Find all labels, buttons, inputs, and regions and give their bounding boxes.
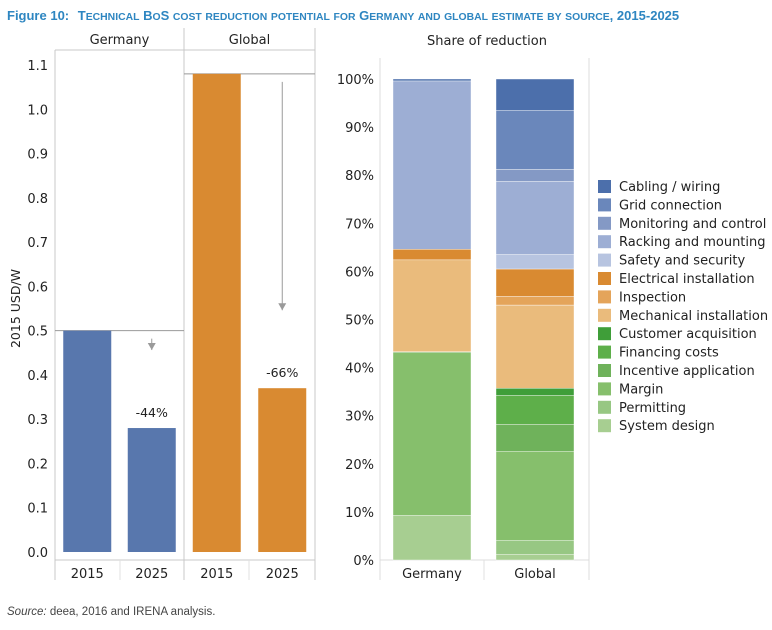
stack-segment bbox=[495, 540, 575, 555]
stack-segment bbox=[495, 268, 575, 297]
share-x-tick-label: Global bbox=[514, 567, 555, 582]
panel-header: Global bbox=[229, 33, 270, 48]
legend-swatch bbox=[598, 382, 611, 396]
stack-segment bbox=[392, 259, 472, 352]
y-tick-label: 0.4 bbox=[27, 369, 48, 384]
stack-segment bbox=[392, 352, 472, 516]
legend-swatch bbox=[598, 253, 611, 267]
legend-swatch bbox=[598, 419, 611, 433]
source-label: Source: bbox=[7, 606, 47, 618]
bar-global-2025 bbox=[258, 388, 307, 552]
share-y-tick-label: 10% bbox=[345, 506, 374, 521]
legend-label: Cabling / wiring bbox=[619, 180, 720, 195]
legend-swatch bbox=[598, 235, 611, 249]
reduction-arrow-head bbox=[278, 303, 287, 311]
share-y-tick-label: 40% bbox=[345, 362, 374, 377]
legend-swatch bbox=[598, 400, 611, 414]
y-tick-label: 0.8 bbox=[27, 192, 48, 207]
y-tick-label: 0.1 bbox=[27, 502, 48, 517]
legend-label: Customer acquisition bbox=[619, 327, 757, 342]
stack-segment bbox=[495, 424, 575, 452]
legend-label: Margin bbox=[619, 382, 663, 397]
bar-germany-2025 bbox=[127, 428, 176, 552]
stack-segment bbox=[495, 388, 575, 396]
legend-swatch bbox=[598, 198, 611, 212]
x-tick-label: 2015 bbox=[71, 567, 104, 582]
reduction-arrow-head bbox=[147, 343, 156, 351]
legend-swatch bbox=[598, 345, 611, 359]
bar-germany-2015 bbox=[63, 330, 112, 552]
legend-swatch bbox=[598, 272, 611, 285]
reduction-annotation: -44% bbox=[136, 405, 168, 420]
legend-swatch bbox=[598, 180, 611, 193]
share-y-tick-label: 70% bbox=[345, 217, 374, 232]
stack-segment bbox=[392, 249, 472, 261]
stack-segment bbox=[495, 451, 575, 541]
bar-global-2015 bbox=[192, 73, 241, 552]
legend-label: Financing costs bbox=[619, 346, 719, 361]
x-tick-label: 2015 bbox=[200, 567, 233, 582]
stack-segment bbox=[495, 78, 575, 111]
x-tick-label: 2025 bbox=[266, 567, 299, 582]
stack-segment bbox=[392, 80, 472, 250]
stack-segment bbox=[495, 169, 575, 182]
legend-label: Incentive application bbox=[619, 364, 755, 379]
legend-label: Monitoring and control bbox=[619, 217, 766, 232]
stack-segment bbox=[495, 395, 575, 425]
stack-segment bbox=[495, 254, 575, 270]
stack-segment bbox=[495, 554, 575, 561]
y-tick-label: 1.0 bbox=[27, 103, 48, 118]
legend-label: System design bbox=[619, 419, 715, 434]
stack-segment bbox=[495, 181, 575, 255]
y-tick-label: 0.9 bbox=[27, 148, 48, 163]
stack-segment bbox=[495, 110, 575, 170]
legend-swatch bbox=[598, 327, 611, 341]
stack-segment bbox=[392, 515, 472, 561]
share-y-tick-label: 0% bbox=[353, 554, 374, 569]
source-text: deea, 2016 and IRENA analysis. bbox=[47, 606, 216, 618]
legend-label: Safety and security bbox=[619, 254, 746, 269]
share-y-tick-label: 20% bbox=[345, 458, 374, 473]
stack-segment bbox=[392, 78, 472, 82]
legend-label: Electrical installation bbox=[619, 272, 755, 287]
source-note: Source: deea, 2016 and IRENA analysis. bbox=[7, 606, 215, 618]
legend-label: Grid connection bbox=[619, 198, 722, 213]
reduction-annotation: -66% bbox=[266, 365, 298, 380]
legend-label: Inspection bbox=[619, 290, 686, 305]
legend-swatch bbox=[598, 364, 611, 377]
y-tick-label: 0.2 bbox=[27, 457, 48, 472]
legend-label: Racking and mounting bbox=[619, 235, 766, 250]
legend-label: Permitting bbox=[619, 401, 686, 416]
share-y-tick-label: 50% bbox=[345, 314, 374, 329]
share-x-tick-label: Germany bbox=[402, 567, 462, 582]
legend-swatch bbox=[598, 308, 611, 322]
share-y-tick-label: 30% bbox=[345, 410, 374, 425]
y-tick-label: 0.5 bbox=[27, 325, 48, 340]
y-tick-label: 0.0 bbox=[27, 546, 48, 561]
stack-segment bbox=[495, 304, 575, 389]
figure-title: Figure 10: TECHNICAL BOS COST REDUCTION … bbox=[7, 8, 679, 23]
share-y-tick-label: 100% bbox=[337, 73, 374, 88]
y-tick-label: 0.6 bbox=[27, 280, 48, 295]
panel-header: Germany bbox=[90, 33, 150, 48]
legend-swatch bbox=[598, 290, 611, 304]
legend-swatch bbox=[598, 216, 611, 230]
cost-chart: 0.0 0.1 0.2 0.3 0.4 0.5 0.6 0.7 0.8 0.9 1.0 1.1 2015… bbox=[8, 28, 316, 582]
share-y-tick-label: 60% bbox=[345, 265, 374, 280]
y-tick-label: 0.3 bbox=[27, 413, 48, 428]
y-axis-label: 2015 USD/W bbox=[8, 269, 23, 348]
share-title: Share of reduction bbox=[427, 34, 547, 49]
figure-title-main: TECHNICAL BOS COST REDUCTION POTENTIAL F… bbox=[78, 8, 679, 23]
legend-label: Mechanical installation bbox=[619, 309, 768, 324]
x-tick-label: 2025 bbox=[135, 567, 168, 582]
stack-segment bbox=[495, 296, 575, 306]
y-tick-label: 1.1 bbox=[27, 59, 48, 74]
figure-title-prefix: Figure 10: bbox=[7, 8, 69, 23]
share-chart: Share of reduction 0% 10% 20% 30% 40% 50% 60% 70… bbox=[337, 34, 590, 582]
share-y-tick-label: 90% bbox=[345, 121, 374, 136]
share-y-tick-label: 80% bbox=[345, 169, 374, 184]
legend: Cabling / wiring Grid connection Monitorin… bbox=[598, 180, 768, 434]
y-tick-label: 0.7 bbox=[27, 236, 48, 251]
